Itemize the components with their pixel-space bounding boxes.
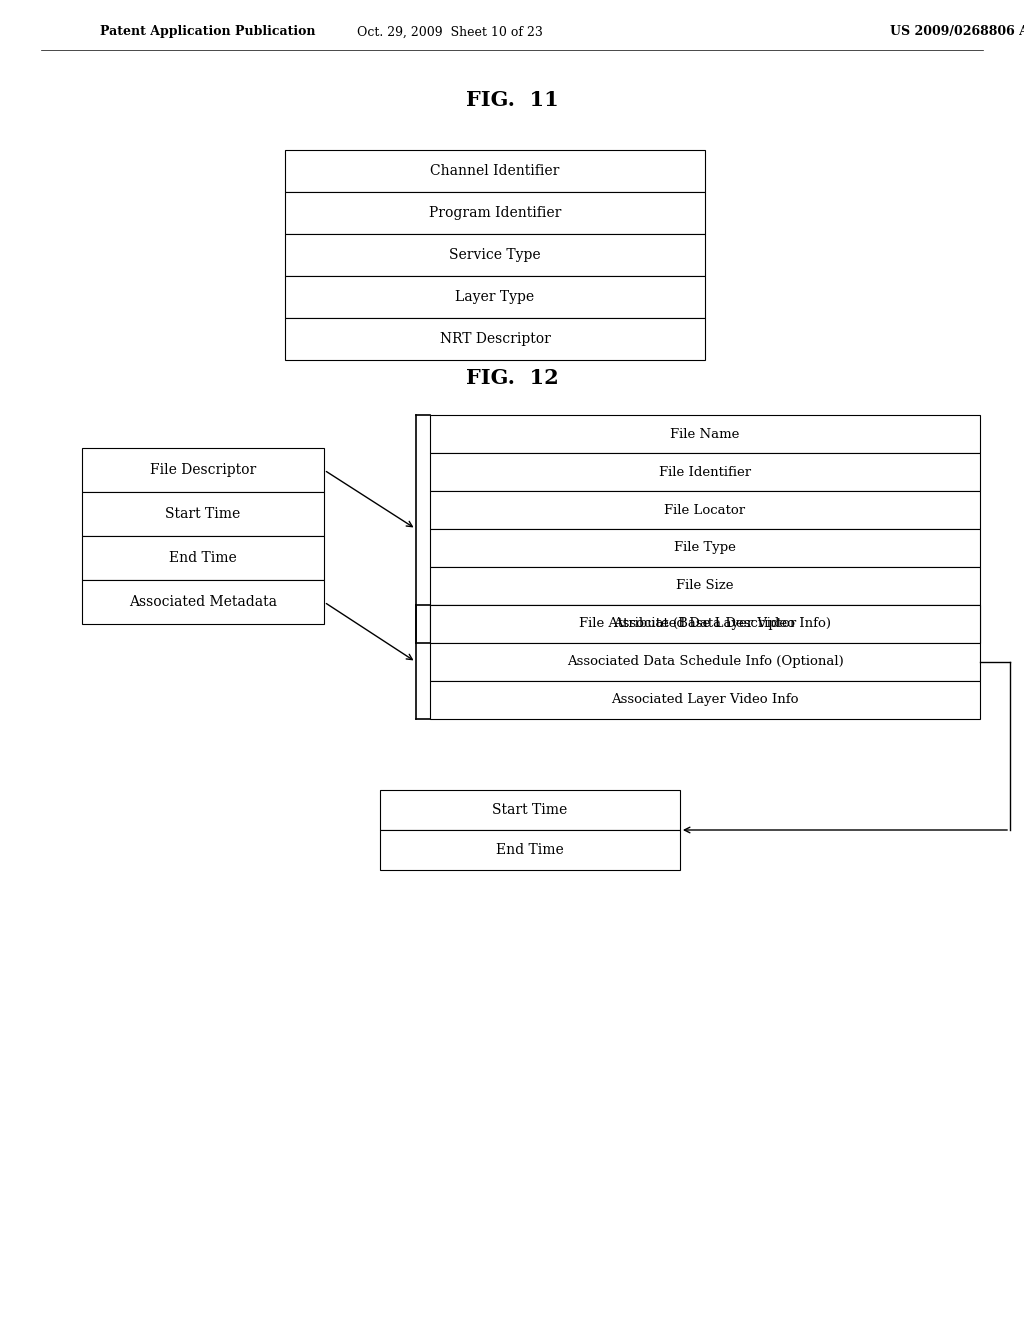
Bar bbox=[430, 605, 980, 643]
Text: File Identifier: File Identifier bbox=[658, 466, 751, 479]
Text: Associated Data Descriptor: Associated Data Descriptor bbox=[613, 618, 797, 631]
Text: Service Type: Service Type bbox=[450, 248, 541, 261]
Text: Associated Layer Video Info: Associated Layer Video Info bbox=[611, 693, 799, 706]
Bar bbox=[285, 318, 705, 360]
Text: Patent Application Publication: Patent Application Publication bbox=[100, 25, 315, 38]
Text: File Descriptor: File Descriptor bbox=[150, 463, 256, 477]
Bar bbox=[82, 492, 324, 536]
Text: US 2009/0268806 A1: US 2009/0268806 A1 bbox=[890, 25, 1024, 38]
Bar bbox=[285, 191, 705, 234]
Text: Start Time: Start Time bbox=[165, 507, 241, 521]
Text: File Size: File Size bbox=[676, 579, 734, 593]
Bar bbox=[285, 150, 705, 191]
Bar bbox=[430, 491, 980, 529]
Bar bbox=[430, 414, 980, 453]
Text: File Name: File Name bbox=[671, 428, 739, 441]
Text: File Type: File Type bbox=[674, 541, 736, 554]
Bar bbox=[430, 681, 980, 719]
Bar bbox=[380, 789, 680, 830]
Text: Program Identifier: Program Identifier bbox=[429, 206, 561, 220]
Bar bbox=[430, 568, 980, 605]
Text: Oct. 29, 2009  Sheet 10 of 23: Oct. 29, 2009 Sheet 10 of 23 bbox=[357, 25, 543, 38]
Text: Associated Metadata: Associated Metadata bbox=[129, 595, 278, 609]
Bar bbox=[82, 579, 324, 624]
Text: NRT Descriptor: NRT Descriptor bbox=[439, 333, 551, 346]
Text: End Time: End Time bbox=[169, 550, 237, 565]
Text: Layer Type: Layer Type bbox=[456, 290, 535, 304]
Bar bbox=[285, 276, 705, 318]
Bar bbox=[285, 234, 705, 276]
Text: End Time: End Time bbox=[496, 843, 564, 857]
Bar bbox=[430, 529, 980, 568]
Bar bbox=[430, 605, 980, 643]
Bar bbox=[430, 453, 980, 491]
Text: Channel Identifier: Channel Identifier bbox=[430, 164, 560, 178]
Bar bbox=[430, 643, 980, 681]
Bar bbox=[380, 830, 680, 870]
Bar bbox=[82, 536, 324, 579]
Text: FIG.  12: FIG. 12 bbox=[466, 368, 558, 388]
Bar bbox=[82, 447, 324, 492]
Text: Associated Data Schedule Info (Optional): Associated Data Schedule Info (Optional) bbox=[566, 656, 844, 668]
Text: Start Time: Start Time bbox=[493, 803, 567, 817]
Text: FIG.  11: FIG. 11 bbox=[466, 90, 558, 110]
Text: File Locator: File Locator bbox=[665, 503, 745, 516]
Text: File Attribute (Base Layer Video Info): File Attribute (Base Layer Video Info) bbox=[579, 618, 831, 631]
